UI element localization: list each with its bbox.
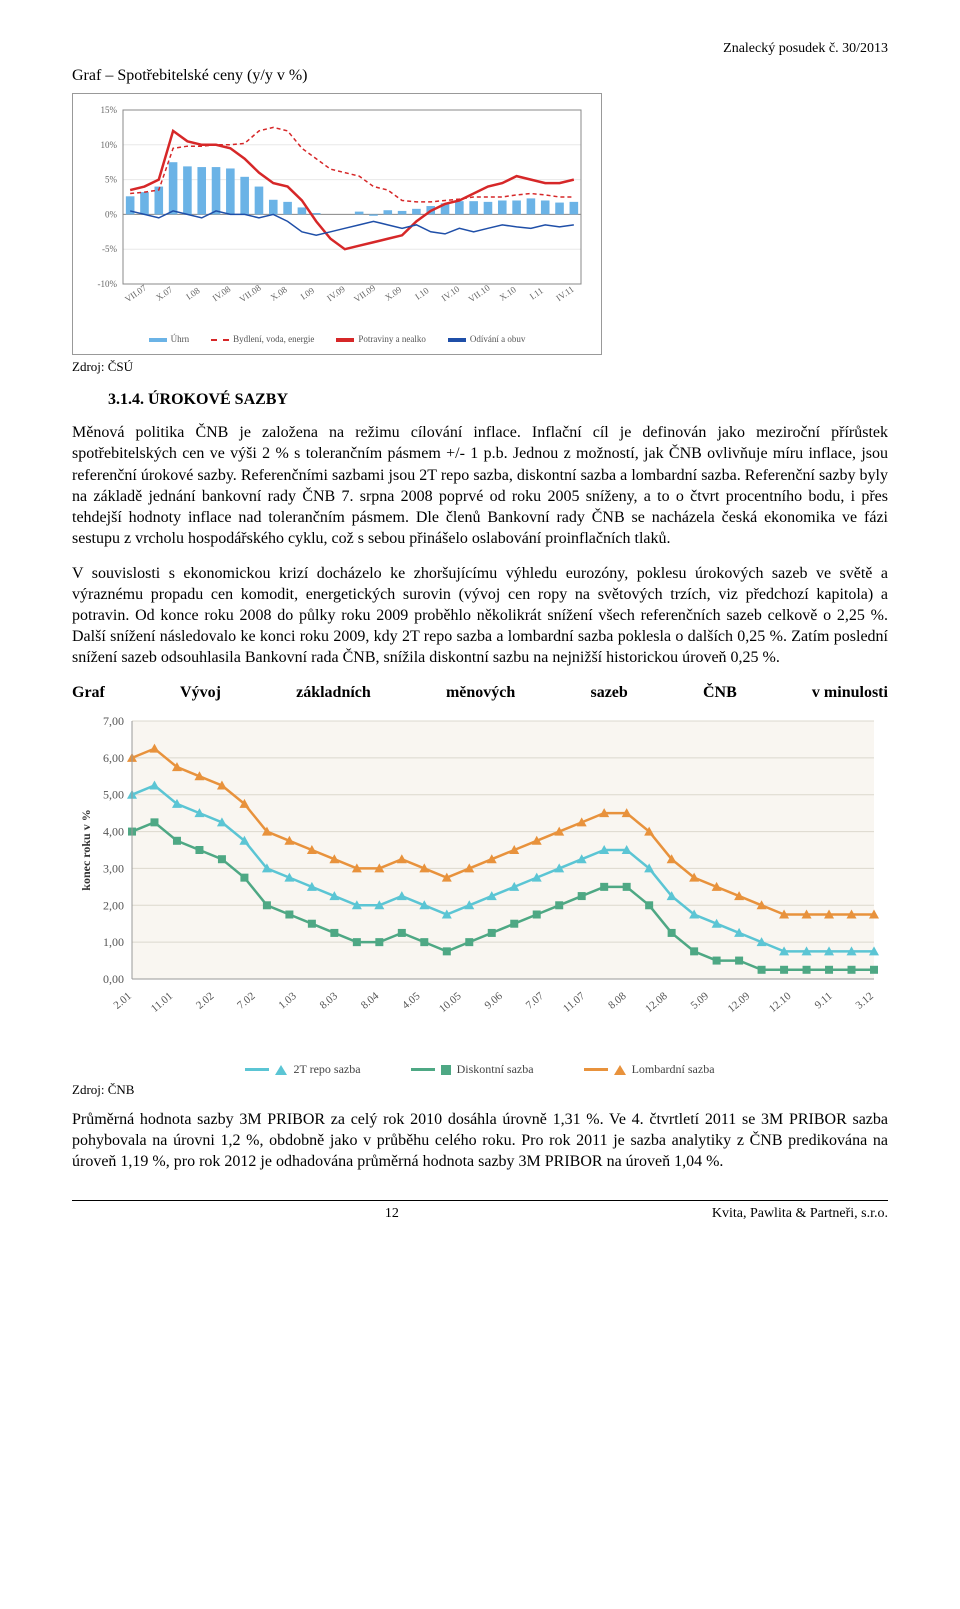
legend-potraviny: Potraviny a nealko [358,334,425,346]
paragraph-2: V souvislosti s ekonomickou krizí docház… [72,563,888,669]
chart1-source: Zdroj: ČSÚ [72,359,888,376]
svg-text:7,00: 7,00 [103,714,124,728]
section-heading: 3.1.4. ÚROKOVÉ SAZBY [108,390,888,411]
header-doc-number: Znalecký posudek č. 30/2013 [72,40,888,58]
svg-text:2,00: 2,00 [103,899,124,913]
svg-text:1.03: 1.03 [276,990,299,1012]
svg-text:IV.10: IV.10 [440,284,462,304]
legend-repo: 2T repo sazba [293,1062,360,1078]
svg-text:VII.10: VII.10 [466,282,492,304]
paragraph-3: Průměrná hodnota sazby 3M PRIBOR za celý… [72,1109,888,1172]
svg-text:0,00: 0,00 [103,972,124,986]
svg-text:IV.11: IV.11 [554,284,576,303]
footer-company: Kvita, Pawlita & Partneři, s.r.o. [712,1205,888,1223]
chart2-legend: 2T repo sazba Diskontní sazba Lombardní … [72,1062,888,1078]
gl-w1: Graf [72,683,105,704]
chart2-svg: 0,00 1,00 2,00 3,00 4,00 5,00 6,00 7,00 konec ro… [72,709,888,1049]
svg-text:8.08: 8.08 [606,990,629,1012]
gl-w7: v minulosti [812,683,888,704]
svg-text:8.04: 8.04 [359,990,382,1012]
svg-text:11.07: 11.07 [561,990,588,1015]
gl-w5: sazeb [590,683,627,704]
svg-text:I.08: I.08 [184,285,202,302]
svg-text:11.01: 11.01 [149,990,175,1015]
svg-text:5,00: 5,00 [103,788,124,802]
chart2-title-row: Graf Vývoj základních měnových sazeb ČNB… [72,683,888,704]
svg-text:VII.08: VII.08 [237,282,263,304]
gl-w2: Vývoj [180,683,221,704]
svg-text:2.02: 2.02 [194,990,216,1012]
svg-text:4.05: 4.05 [400,990,423,1012]
chart1-legend: Úhrn Bydlení, voda, energie Potraviny a … [81,334,593,346]
svg-text:VII.07: VII.07 [123,282,149,304]
svg-text:5%: 5% [105,175,118,185]
svg-text:-5%: -5% [102,244,117,254]
section-number: 3.1.4. [108,391,144,408]
svg-text:X.07: X.07 [154,284,175,303]
svg-text:IV.08: IV.08 [211,284,233,304]
legend-diskontni: Diskontní sazba [457,1062,534,1078]
page-footer: 12 Kvita, Pawlita & Partneři, s.r.o. [72,1200,888,1223]
legend-lombardni: Lombardní sazba [632,1062,715,1078]
svg-text:VII.09: VII.09 [352,282,378,304]
svg-text:4,00: 4,00 [103,825,124,839]
svg-text:6,00: 6,00 [103,751,124,765]
svg-text:X.09: X.09 [383,284,404,303]
svg-text:0%: 0% [105,209,118,219]
svg-text:8.03: 8.03 [318,990,341,1012]
svg-text:I.10: I.10 [413,285,431,302]
gl-w6: ČNB [703,683,737,704]
paragraph-1: Měnová politika ČNB je založena na režim… [72,422,888,549]
svg-text:X.08: X.08 [269,284,290,303]
svg-text:I.09: I.09 [299,285,317,302]
svg-text:3,00: 3,00 [103,862,124,876]
svg-text:konec roku v %: konec roku v % [79,810,93,891]
svg-text:2.01: 2.01 [111,990,133,1012]
svg-text:-10%: -10% [98,279,118,289]
svg-text:9.11: 9.11 [813,990,835,1011]
section-title: ÚROKOVÉ SAZBY [148,391,288,408]
svg-text:X.10: X.10 [498,284,519,303]
gl-w3: základních [296,683,371,704]
chart2-container: 0,00 1,00 2,00 3,00 4,00 5,00 6,00 7,00 konec ro… [72,709,888,1077]
svg-text:9.06: 9.06 [482,990,505,1012]
svg-text:12.10: 12.10 [767,990,794,1015]
svg-text:7.07: 7.07 [524,990,547,1012]
chart1-svg: -10%-5%0%5%10%15%VII.07X.07I.08IV.08VII.… [81,102,591,332]
gl-w4: měnových [446,683,515,704]
svg-text:10%: 10% [101,140,118,150]
svg-text:12.08: 12.08 [643,990,670,1015]
svg-text:15%: 15% [101,105,118,115]
legend-odivani: Odívání a obuv [470,334,526,346]
footer-page: 12 [385,1205,399,1223]
svg-text:12.09: 12.09 [726,990,753,1015]
svg-text:I.11: I.11 [528,285,545,301]
svg-text:10.05: 10.05 [437,990,464,1015]
legend-uhrn: Úhrn [171,334,190,346]
svg-text:7.02: 7.02 [235,990,257,1012]
svg-text:3.12: 3.12 [853,990,875,1012]
svg-text:5.09: 5.09 [689,990,712,1012]
chart2-source: Zdroj: ČNB [72,1082,888,1099]
legend-bydleni: Bydlení, voda, energie [233,334,314,346]
svg-text:1,00: 1,00 [103,936,124,950]
chart1-container: -10%-5%0%5%10%15%VII.07X.07I.08IV.08VII.… [72,93,602,355]
svg-text:IV.09: IV.09 [325,284,347,304]
chart1-title: Graf – Spotřebitelské ceny (y/y v %) [72,66,888,87]
